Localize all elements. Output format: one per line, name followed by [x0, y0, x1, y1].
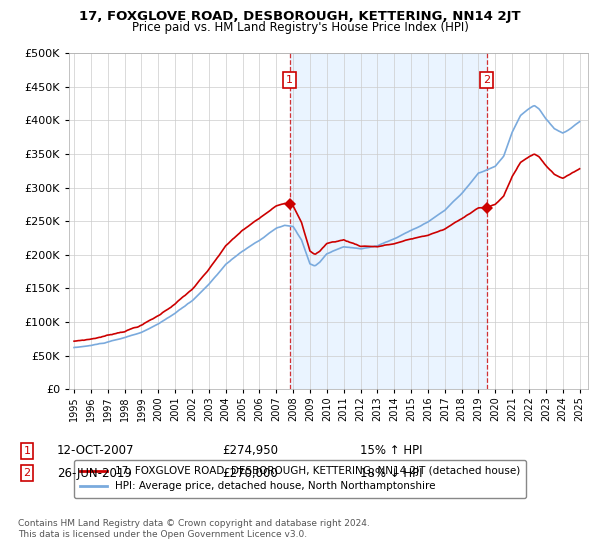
Text: 15% ↑ HPI: 15% ↑ HPI: [360, 444, 422, 458]
Text: 12-OCT-2007: 12-OCT-2007: [57, 444, 134, 458]
Text: £270,000: £270,000: [222, 466, 278, 480]
Text: Contains HM Land Registry data © Crown copyright and database right 2024.: Contains HM Land Registry data © Crown c…: [18, 519, 370, 528]
Text: 2: 2: [23, 468, 31, 478]
Text: 2: 2: [483, 75, 490, 85]
Text: £274,950: £274,950: [222, 444, 278, 458]
Text: This data is licensed under the Open Government Licence v3.0.: This data is licensed under the Open Gov…: [18, 530, 307, 539]
Text: 1: 1: [286, 75, 293, 85]
Text: 17, FOXGLOVE ROAD, DESBOROUGH, KETTERING, NN14 2JT: 17, FOXGLOVE ROAD, DESBOROUGH, KETTERING…: [79, 10, 521, 23]
Legend: 17, FOXGLOVE ROAD, DESBOROUGH, KETTERING, NN14 2JT (detached house), HPI: Averag: 17, FOXGLOVE ROAD, DESBOROUGH, KETTERING…: [74, 460, 526, 498]
Bar: [290, 53, 487, 389]
Text: Price paid vs. HM Land Registry's House Price Index (HPI): Price paid vs. HM Land Registry's House …: [131, 21, 469, 34]
Text: 26-JUN-2019: 26-JUN-2019: [57, 466, 132, 480]
Text: 18% ↓ HPI: 18% ↓ HPI: [360, 466, 422, 480]
Text: 1: 1: [23, 446, 31, 456]
